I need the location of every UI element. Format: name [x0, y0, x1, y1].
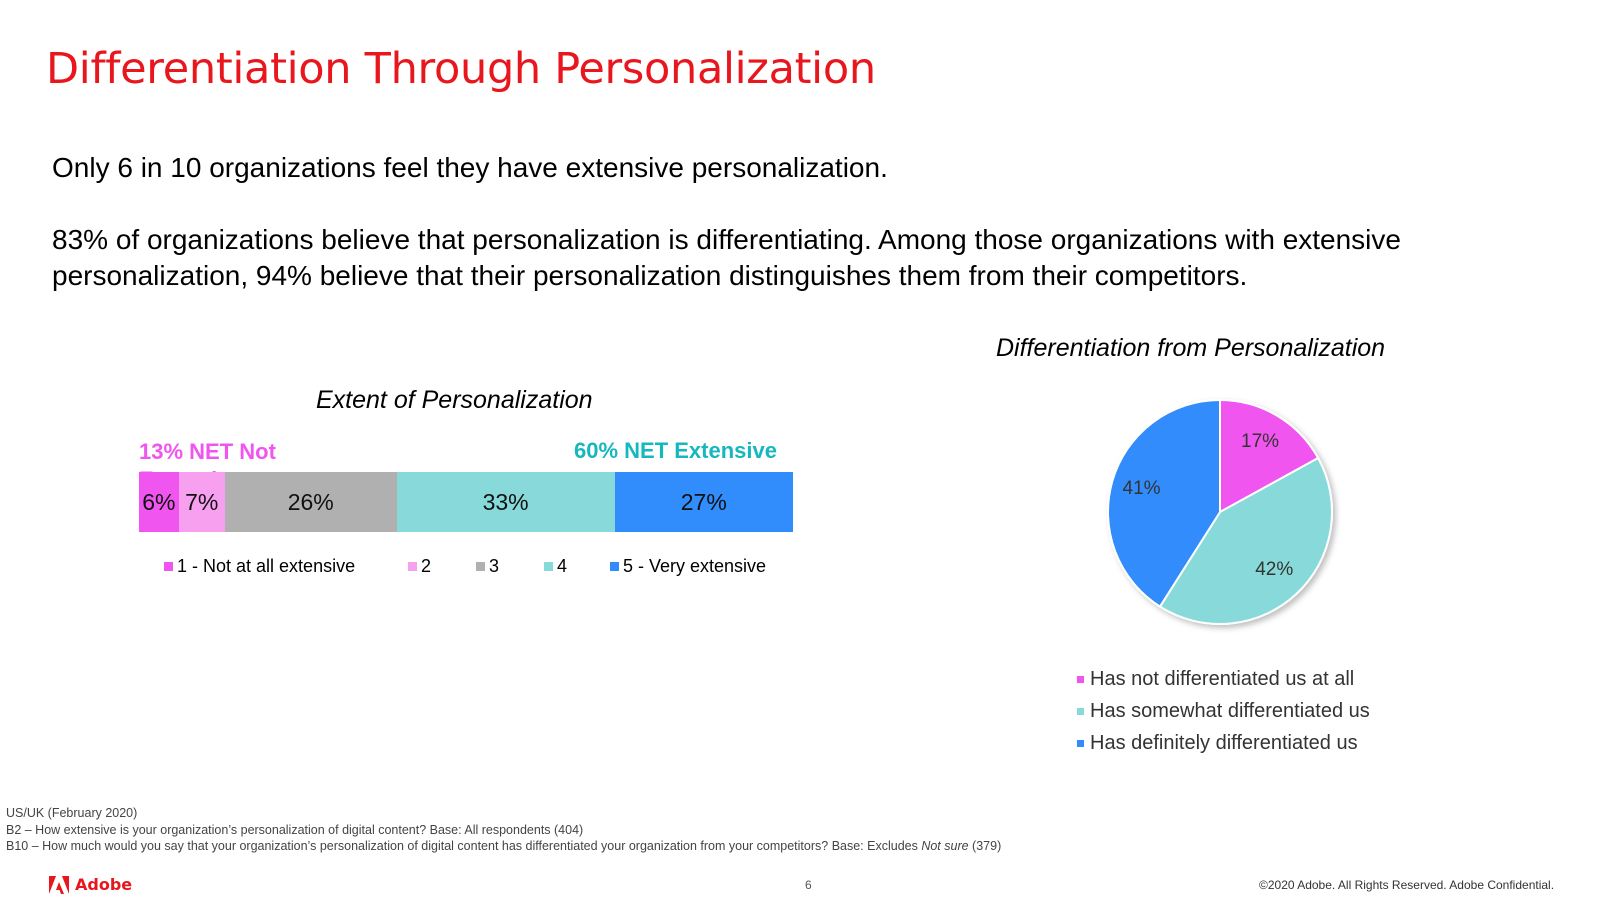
pie-chart-title: Differentiation from Personalization [996, 334, 1386, 362]
slide-title: Differentiation Through Personalization [46, 44, 876, 94]
legend-swatch [164, 562, 173, 571]
pie-slice [1219, 398, 1320, 514]
adobe-logo-icon [49, 875, 69, 894]
bar-segment: 33% [396, 472, 615, 532]
bar-segment-label: 7% [185, 488, 219, 515]
legend-swatch [408, 562, 417, 571]
legend-swatch [610, 562, 619, 571]
pie-slice-label: 42% [1255, 558, 1294, 580]
legend-item: 2 [408, 556, 431, 577]
page-number: 6 [805, 878, 812, 892]
legend-label: 1 - Not at all extensive [177, 556, 356, 576]
adobe-logo: Adobe [49, 875, 132, 894]
legend-item: 3 [476, 556, 499, 577]
pie-slice [1158, 456, 1333, 625]
legend-item: Has definitely differentiated us [1077, 727, 1370, 759]
footnote-b10-text: B10 – How much would you say that your o… [6, 839, 922, 853]
net-extensive-annotation: 60% NET Extensive [574, 438, 777, 463]
footnote-b2: B2 – How extensive is your organization’… [6, 822, 584, 837]
legend-label: 5 - Very extensive [623, 556, 767, 576]
footnote-b10-italic: Not sure [921, 839, 969, 853]
legend-item: 5 - Very extensive [610, 556, 766, 577]
legend-item: 1 - Not at all extensive [164, 556, 355, 577]
footnote-source: US/UK (February 2020) [6, 806, 138, 820]
legend-swatch [544, 562, 553, 571]
pie-slice-label: 41% [1122, 477, 1161, 499]
pie-chart-legend: Has not differentiated us at all Has some… [1077, 663, 1370, 759]
legend-item: Has somewhat differentiated us [1077, 695, 1370, 727]
bar-segment: 26% [224, 472, 397, 532]
footnotes: US/UK (February 2020) B2 – How extensive… [6, 805, 1001, 855]
legend-item: 4 [544, 556, 567, 577]
legend-swatch [1077, 707, 1084, 715]
legend-label: Has definitely differentiated us [1090, 731, 1358, 754]
bar-chart-title: Extent of Personalization [316, 386, 593, 414]
legend-label: 2 [421, 556, 432, 576]
legend-label: 3 [489, 556, 500, 576]
legend-label: Has somewhat differentiated us [1090, 699, 1370, 722]
legend-swatch [1077, 739, 1084, 747]
summary-paragraph: 83% of organizations believe that person… [52, 224, 1401, 291]
bar-segment: 7% [178, 472, 225, 532]
pie-slice-label: 17% [1241, 430, 1280, 452]
legend-label: 4 [557, 556, 568, 576]
bar-segment-label: 26% [287, 488, 334, 515]
bar-segment: 27% [614, 472, 793, 532]
bar-segment: 6% [139, 472, 179, 532]
pie-chart [1107, 398, 1333, 625]
pie-slice [1107, 398, 1221, 608]
bar-segment-label: 27% [680, 488, 727, 515]
bar-segment-label: 6% [142, 488, 176, 515]
stacked-bar: 6% 7% 26% 33% 27% [139, 472, 793, 532]
legend-label: Has not differentiated us at all [1090, 667, 1355, 690]
legend-swatch [1077, 675, 1084, 683]
footnote-b10: B10 – How much would you say that your o… [6, 838, 1001, 855]
footnote-b10-base: (379) [968, 839, 1002, 853]
legend-item: Has not differentiated us at all [1077, 663, 1370, 695]
headline-paragraph: Only 6 in 10 organizations feel they hav… [52, 152, 888, 183]
legend-swatch [476, 562, 485, 571]
copyright: ©2020 Adobe. All Rights Reserved. Adobe … [1259, 878, 1555, 892]
adobe-logo-text: Adobe [75, 875, 133, 894]
bar-segment-label: 33% [482, 488, 529, 515]
